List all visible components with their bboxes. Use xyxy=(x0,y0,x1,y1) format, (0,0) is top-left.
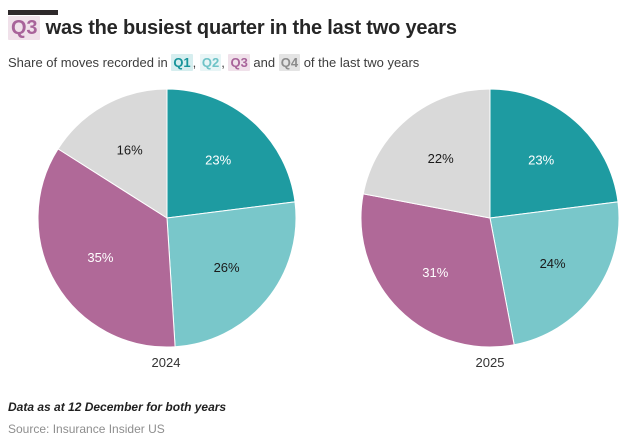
subtitle-and: and xyxy=(249,55,279,70)
pie-slice-label-2025-Q4: 22% xyxy=(428,151,454,166)
pie-slice-label-2025-Q2: 24% xyxy=(540,256,566,271)
pie-slice-2025-Q3 xyxy=(360,193,515,348)
page-title: Q3 was the busiest quarter in the last t… xyxy=(8,16,457,40)
subtitle-q3-highlight: Q3 xyxy=(228,54,250,71)
subtitle-comma-2: , xyxy=(221,55,229,70)
pie-slice-label-2025-Q1: 23% xyxy=(528,152,554,167)
source-line: Source: Insurance Insider US xyxy=(8,422,165,436)
chart-subtitle: Share of moves recorded in Q1, Q2, Q3 an… xyxy=(8,54,420,71)
pie-slice-2025-Q4 xyxy=(362,88,491,219)
subtitle-text-2: of the last two years xyxy=(300,55,420,70)
pie-slice-2025-Q1 xyxy=(489,88,619,219)
pie-slice-label-2025-Q3: 31% xyxy=(422,265,448,280)
subtitle-text-1: Share of moves recorded in xyxy=(8,55,172,70)
pie-slice-2024-Q4 xyxy=(57,88,168,219)
pie-slice-2025-Q2 xyxy=(489,201,620,346)
pie-slice-label-2024-Q2: 26% xyxy=(214,260,240,275)
pie-slice-2024-Q3 xyxy=(37,148,176,348)
pie-slice-label-2024-Q3: 35% xyxy=(87,250,113,265)
pie-slice-label-2024-Q1: 23% xyxy=(205,152,231,167)
subtitle-q4-highlight: Q4 xyxy=(278,54,301,71)
pie-slice-2024-Q1 xyxy=(166,88,296,219)
pie-slice-2024-Q2 xyxy=(166,201,297,348)
year-label-2024: 2024 xyxy=(151,355,181,370)
pie-slice-label-2024-Q4: 16% xyxy=(117,143,143,158)
title-text: was the busiest quarter in the last two … xyxy=(40,17,457,39)
kicker-bar xyxy=(8,10,58,15)
subtitle-q2-highlight: Q2 xyxy=(199,54,222,71)
pie-chart-2024: 23% 26% 35% 16% xyxy=(37,88,297,348)
subtitle-comma-1: , xyxy=(192,55,200,70)
pie-chart-2025: 23% 24% 31% 22% xyxy=(360,88,620,348)
subtitle-q1-highlight: Q1 xyxy=(171,54,193,71)
data-note: Data as at 12 December for both years xyxy=(8,400,227,414)
title-q3-highlight: Q3 xyxy=(8,16,41,40)
year-label-2025: 2025 xyxy=(475,355,505,370)
